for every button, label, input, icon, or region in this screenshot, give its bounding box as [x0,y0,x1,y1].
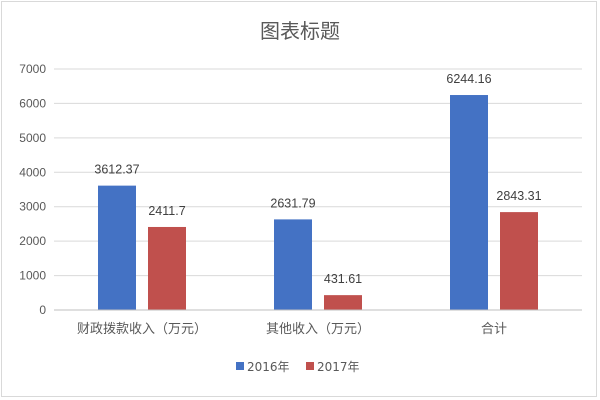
data-label: 2411.7 [148,204,185,218]
y-axis: 0 1000 2000 3000 4000 5000 6000 7000 [19,62,46,317]
bar-2017 [148,226,186,310]
data-label: 2843.31 [496,189,541,203]
y-tick-label: 3000 [19,200,46,214]
y-tick-label: 6000 [19,96,46,110]
data-label: 3612.37 [94,163,139,177]
y-tick-label: 1000 [19,269,46,283]
category-label: 合计 [481,322,507,337]
y-tick-label: 5000 [19,131,46,145]
y-tick-label: 4000 [19,165,46,179]
chart-title: 图表标题 [260,19,340,43]
y-tick-label: 7000 [19,62,46,76]
bar-2017 [324,295,362,310]
y-tick-label: 2000 [19,234,46,248]
bars: 3612.37 2411.7 2631.79 431.61 6244.16 2843.31 [94,72,542,310]
bar-2016 [274,219,312,310]
data-label: 2631.79 [270,196,315,210]
category-label: 财政拨款收入（万元） [77,322,207,337]
legend-swatch [236,362,244,370]
x-axis: 财政拨款收入（万元） 其他收入（万元） 合计 [54,309,582,337]
legend-swatch [306,362,314,370]
gridlines [54,68,582,277]
data-label: 6244.16 [446,72,491,86]
bar-2016 [98,185,136,310]
y-tick-label: 0 [39,303,46,317]
bar-2017 [500,212,538,310]
legend-label: 2016年 [247,360,290,374]
bar-2016 [450,95,488,310]
legend: 2016年 2017年 [236,360,360,374]
legend-label: 2017年 [317,360,360,374]
category-label: 其他收入（万元） [266,322,370,337]
data-label: 431.61 [324,272,362,286]
